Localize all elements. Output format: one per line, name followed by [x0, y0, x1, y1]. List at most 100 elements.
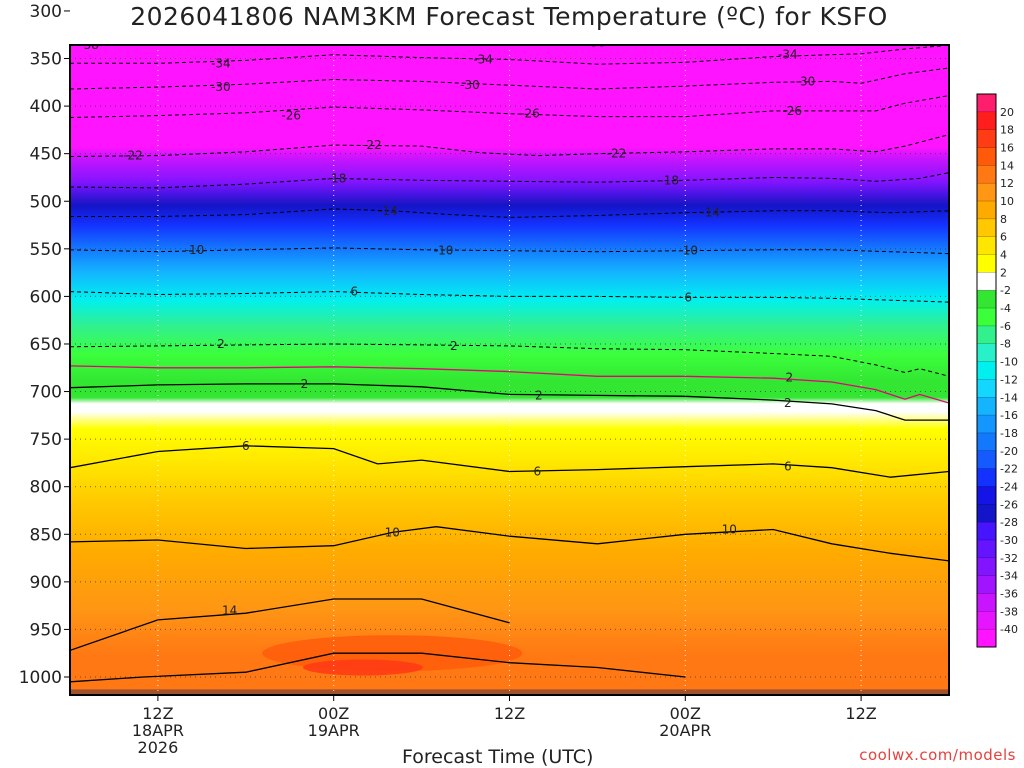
- colorbar-swatch: [977, 468, 996, 487]
- contour--22: [70, 134, 949, 157]
- contour-label: -38: [586, 35, 606, 49]
- x-tick-label: 12Z: [845, 704, 876, 723]
- contour-label: -10: [434, 244, 454, 258]
- colorbar-label: -38: [1000, 605, 1018, 618]
- contour-10: [70, 526, 949, 562]
- contour-label: 6: [242, 439, 250, 453]
- contour--2: [70, 343, 949, 377]
- contour-label: 10: [722, 523, 737, 537]
- colorbar-swatch: [977, 201, 996, 220]
- contour-label: -30: [796, 74, 816, 88]
- x-tick-date: 20APR: [659, 721, 711, 740]
- y-tick-label: 850: [30, 525, 62, 545]
- colorbar-label: -34: [1000, 570, 1018, 583]
- colorbar-label: -18: [1000, 427, 1018, 440]
- credit-link[interactable]: coolwx.com/models: [859, 746, 1016, 764]
- colorbar-label: -20: [1000, 445, 1018, 458]
- colorbar-swatch: [977, 272, 996, 291]
- colorbar-label: -6: [1000, 320, 1011, 333]
- contour-label: -34: [778, 48, 798, 62]
- contour-label: -26: [520, 107, 540, 121]
- colorbar-swatch: [977, 308, 996, 327]
- contour-label: 6: [350, 285, 358, 299]
- contour-label: 2: [784, 396, 792, 410]
- colorbar-swatch: [977, 575, 996, 594]
- colorbar-swatch: [977, 236, 996, 256]
- contour-label: 6: [784, 460, 792, 474]
- colorbar-swatch: [977, 325, 996, 345]
- x-tick-label: 12Z: [142, 704, 173, 723]
- colorbar-swatch: [977, 415, 996, 434]
- colorbar-label: -2: [1000, 284, 1011, 297]
- contour-0: [70, 365, 949, 404]
- contour-label: -26: [281, 109, 301, 123]
- colorbar-label: -30: [1000, 534, 1018, 547]
- contour-label: -10: [678, 244, 698, 258]
- contour-lines: [70, 0, 949, 683]
- contour-label: -42: [413, 11, 433, 25]
- chart-title: 2026041806 NAM3KM Forecast Temperature (…: [130, 2, 888, 31]
- colorbar-label: -28: [1000, 516, 1018, 529]
- contour-label: -22: [123, 149, 143, 163]
- colorbar-label: -12: [1000, 373, 1018, 386]
- contour-label: 2: [217, 337, 225, 351]
- colorbar-swatch: [977, 290, 996, 309]
- colorbar-swatch: [977, 397, 996, 416]
- contour-14: [70, 598, 510, 652]
- colorbar-label: -26: [1000, 498, 1018, 511]
- colorbar-swatch: [977, 147, 996, 166]
- contour--18: [70, 172, 949, 189]
- contour-2: [70, 383, 949, 421]
- contour-label: -38: [812, 27, 832, 41]
- contour-label: -38: [341, 29, 361, 43]
- y-tick-label: 900: [30, 573, 62, 593]
- contour--26: [70, 95, 949, 118]
- colorbar-swatch: [977, 165, 996, 184]
- y-tick-label: 700: [30, 383, 62, 403]
- contour-label: -14: [378, 204, 398, 218]
- colorbar-label: 16: [1000, 142, 1014, 155]
- contour-label: -34: [473, 52, 493, 66]
- contour-label: -42: [182, 13, 202, 27]
- contour--10: [70, 247, 949, 255]
- colorbar-swatch: [977, 111, 996, 131]
- colorbar-label: -10: [1000, 356, 1018, 369]
- colorbar-swatch: [977, 343, 996, 363]
- contour-label: 6: [534, 464, 542, 478]
- contour--30: [70, 67, 949, 90]
- colorbar-swatch: [977, 379, 996, 398]
- contour-label: 10: [385, 525, 400, 539]
- contour-6: [70, 445, 949, 478]
- contour-label: -14: [700, 206, 720, 220]
- contour-label: -38: [79, 38, 99, 52]
- contour-label: 2: [785, 370, 793, 384]
- contour-label: -22: [607, 147, 627, 161]
- y-tick-label: 500: [30, 192, 62, 212]
- x-tick-label: 00Z: [670, 704, 701, 723]
- y-tick-label: 400: [30, 97, 62, 117]
- contour--34: [70, 45, 949, 65]
- contour-label: 2: [450, 339, 458, 353]
- y-tick-label: 1000: [19, 668, 62, 688]
- colorbar-swatch: [977, 183, 996, 202]
- x-tick-label: 00Z: [318, 704, 349, 723]
- contour--38: [70, 45, 103, 46]
- colorbar-swatch: [977, 486, 996, 505]
- contour-label: -18: [659, 173, 679, 187]
- colorbar-label: 12: [1000, 177, 1014, 190]
- y-tick-label: 350: [30, 50, 62, 70]
- x-tick-date: 18APR: [132, 721, 184, 740]
- contour-label: -46: [182, 0, 202, 8]
- y-tick-label: 300: [30, 2, 62, 22]
- contour-label: 2: [535, 388, 543, 402]
- grid-lines: [70, 45, 949, 695]
- contour--46: [70, 0, 949, 3]
- x-tick-date: 19APR: [308, 721, 360, 740]
- colorbar-swatch: [977, 432, 996, 452]
- contour-label: -26: [782, 104, 802, 118]
- contour-14: [70, 652, 686, 683]
- colorbar-label: 10: [1000, 195, 1014, 208]
- colorbar-label: -40: [1000, 623, 1018, 636]
- colorbar-swatch: [977, 254, 996, 273]
